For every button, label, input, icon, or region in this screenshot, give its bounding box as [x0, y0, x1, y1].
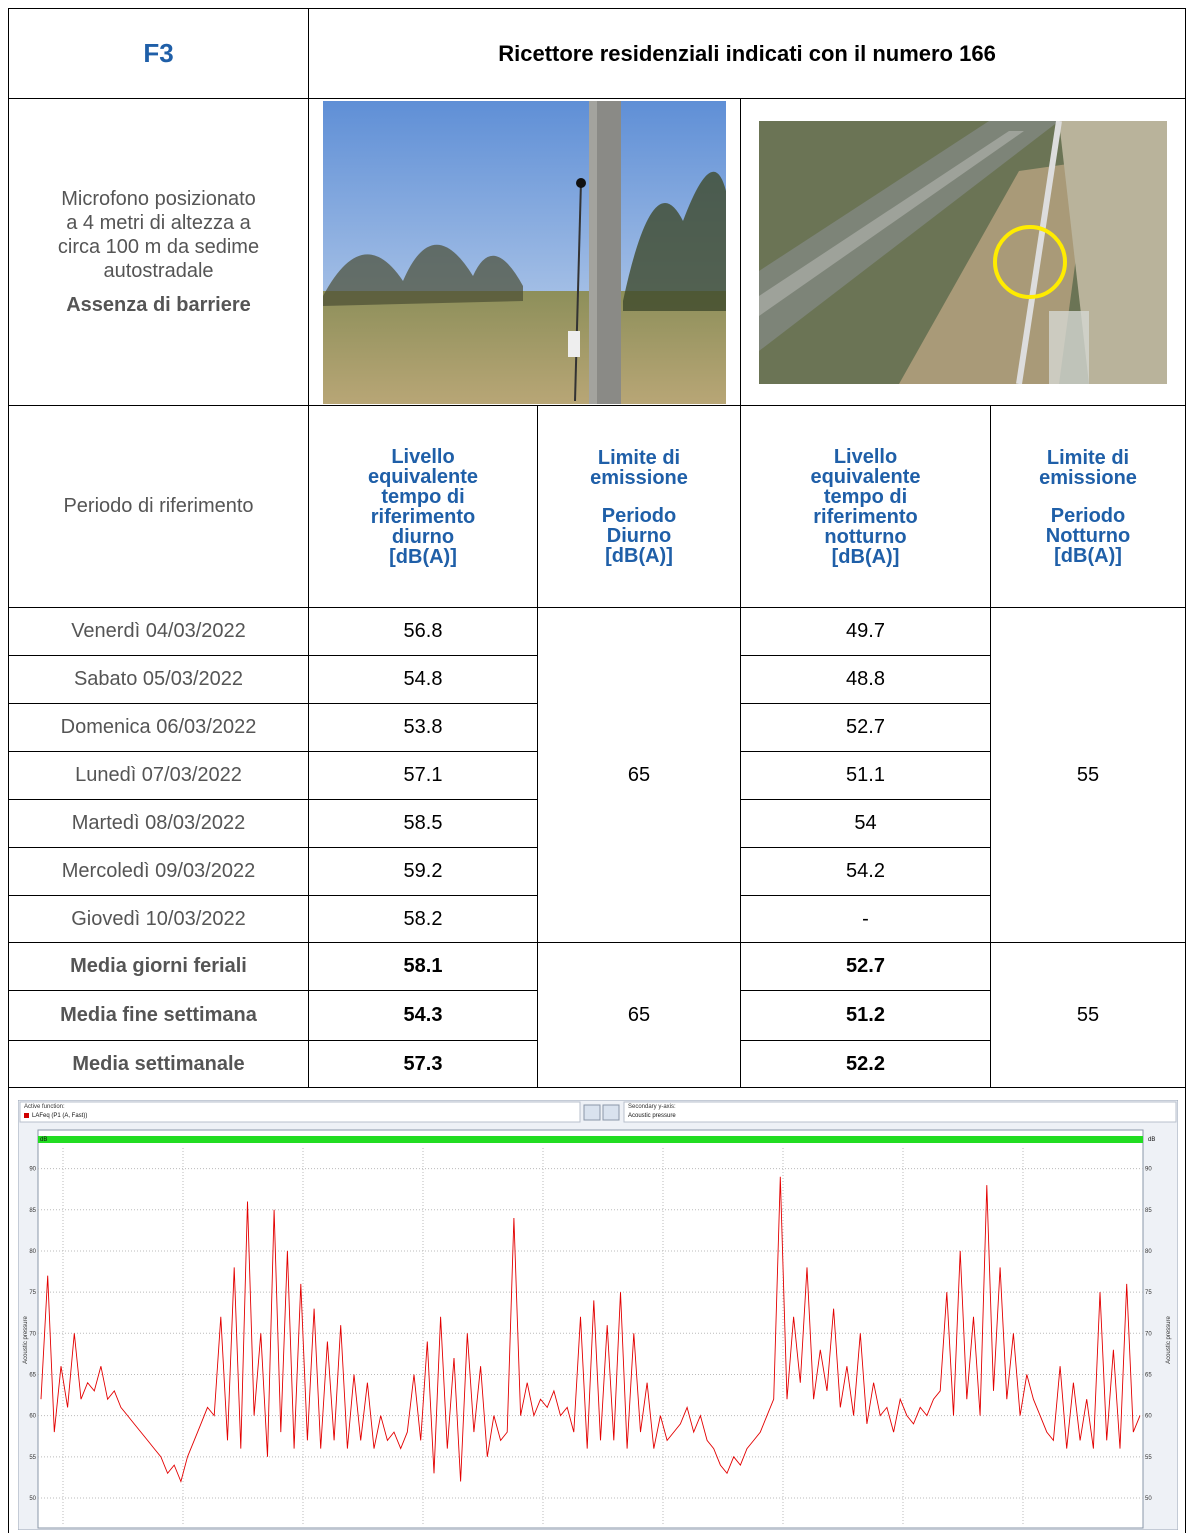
day-level: 53.8 [308, 703, 538, 752]
day-level: 58.2 [308, 895, 538, 943]
day: Venerdì 04/03/2022 [8, 607, 309, 656]
col-header: Livello equivalente tempo di riferimento… [740, 405, 991, 608]
day-limit: 65 [537, 607, 741, 943]
col-header: Periodo di riferimento [8, 405, 309, 608]
summary-day: 57.3 [308, 1040, 538, 1088]
night-level: - [740, 895, 991, 943]
code: F3 [8, 8, 309, 99]
night-level: 49.7 [740, 607, 991, 656]
day-level: 56.8 [308, 607, 538, 656]
unit-left: dB [40, 1137, 47, 1143]
night-level: 54.2 [740, 847, 991, 896]
y-tick-label: 55 [29, 1455, 36, 1461]
col-header: Limite di emissione Periodo Diurno [dB(A)… [537, 405, 741, 608]
y-tick-label: 65 [29, 1372, 36, 1378]
col-header-text: Periodo Diurno [dB(A)] [601, 504, 677, 567]
day-level: 57.1 [308, 751, 538, 800]
y2-tick-label: 80 [1145, 1249, 1152, 1255]
col-header: Livello equivalente tempo di riferimento… [308, 405, 538, 608]
summary-day: 54.3 [308, 990, 538, 1041]
y2-tick-label: 90 [1145, 1167, 1152, 1173]
day: Domenica 06/03/2022 [8, 703, 309, 752]
y-axis-title: Acoustic pressure [23, 1315, 29, 1363]
y2-tick-label: 70 [1145, 1331, 1152, 1337]
y2-tick-label: 85 [1145, 1208, 1152, 1214]
desc-line: autostradale [103, 260, 214, 282]
summary-night: 51.2 [740, 990, 991, 1041]
day-level: 59.2 [308, 847, 538, 896]
y2-tick-label: 60 [1145, 1414, 1152, 1420]
day: Martedì 08/03/2022 [8, 799, 309, 848]
y-tick-label: 75 [29, 1290, 36, 1296]
y-tick-label: 90 [29, 1167, 36, 1173]
active-function: LAFeq (P1 (A, Fast)) [32, 1113, 87, 1119]
active-function-label: Active function: [24, 1104, 65, 1110]
unit-right: dB [1148, 1137, 1155, 1143]
level-line [40, 1176, 1141, 1483]
summary-day-limit: 65 [537, 942, 741, 1088]
day-level: 54.8 [308, 655, 538, 704]
photo-cell [308, 98, 741, 406]
secondary-axis-label: Secondary y-axis: [628, 1104, 676, 1110]
day: Sabato 05/03/2022 [8, 655, 309, 704]
night-level: 48.8 [740, 655, 991, 704]
desc-line: Microfono posizionato [61, 188, 256, 210]
y2-tick-label: 65 [1145, 1372, 1152, 1378]
day: Giovedì 10/03/2022 [8, 895, 309, 943]
day: Lunedì 07/03/2022 [8, 751, 309, 800]
night-level: 52.7 [740, 703, 991, 752]
summary-day: 58.1 [308, 942, 538, 991]
col-header-text: Limite di emissione [1039, 446, 1137, 489]
summary-night: 52.7 [740, 942, 991, 991]
col-header: Limite di emissione Periodo Notturno [dB(… [989, 405, 1187, 608]
secondary-axis: Acoustic pressure [628, 1113, 676, 1119]
y2-axis-title: Acoustic pressure [1166, 1315, 1172, 1363]
aerial-map [759, 120, 1168, 384]
y-tick-label: 50 [29, 1496, 36, 1502]
desc-line: a 4 metri di altezza a [66, 212, 251, 234]
map-cell [739, 98, 1187, 406]
day: Mercoledì 09/03/2022 [8, 847, 309, 896]
y-tick-label: 80 [29, 1249, 36, 1255]
chart-screenshot: Active function: LAFeq (P1 (A, Fast)) Se… [18, 1100, 1178, 1530]
summary-label: Media settimanale [8, 1040, 309, 1088]
y-tick-label: 70 [29, 1331, 36, 1337]
night-level: 54 [740, 799, 991, 848]
summary-label: Media fine settimana [8, 990, 309, 1041]
night-level: 51.1 [740, 751, 991, 800]
night-limit: 55 [989, 607, 1187, 943]
y2-tick-label: 75 [1145, 1290, 1152, 1296]
summary-night: 52.2 [740, 1040, 991, 1088]
title: Ricettore residenziali indicati con il n… [307, 8, 1187, 99]
col-header-text: Periodo Notturno [dB(A)] [1045, 504, 1131, 567]
col-header-text: Livello equivalente tempo di riferimento… [367, 445, 479, 568]
description: Microfono posizionato a 4 metri di altez… [8, 98, 309, 406]
summary-night-limit: 55 [989, 942, 1187, 1088]
site-photo [323, 100, 726, 404]
desc-note: Assenza di barriere [66, 294, 251, 316]
y2-tick-label: 55 [1145, 1455, 1152, 1461]
y2-tick-label: 50 [1145, 1496, 1152, 1502]
col-header-text: Livello equivalente tempo di riferimento… [810, 445, 921, 568]
y-tick-label: 85 [29, 1208, 36, 1214]
y-tick-label: 60 [29, 1414, 36, 1420]
col-header-text: Limite di emissione [590, 446, 688, 489]
summary-label: Media giorni feriali [8, 942, 309, 991]
day-level: 58.5 [308, 799, 538, 848]
desc-line: circa 100 m da sedime [57, 236, 260, 258]
